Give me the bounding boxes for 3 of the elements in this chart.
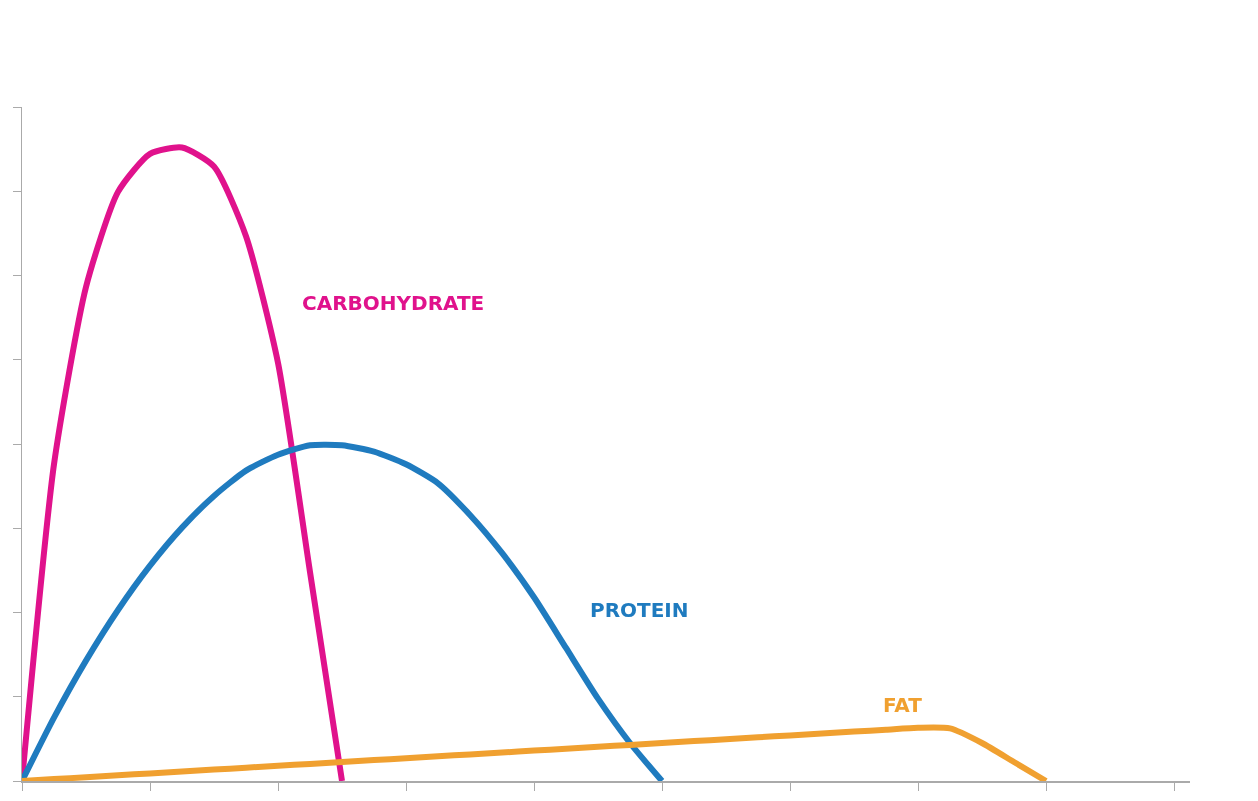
series-label: PROTEIN	[590, 598, 689, 622]
series-label: CARBOHYDRATE	[302, 291, 485, 315]
series-label: FAT	[883, 693, 923, 717]
